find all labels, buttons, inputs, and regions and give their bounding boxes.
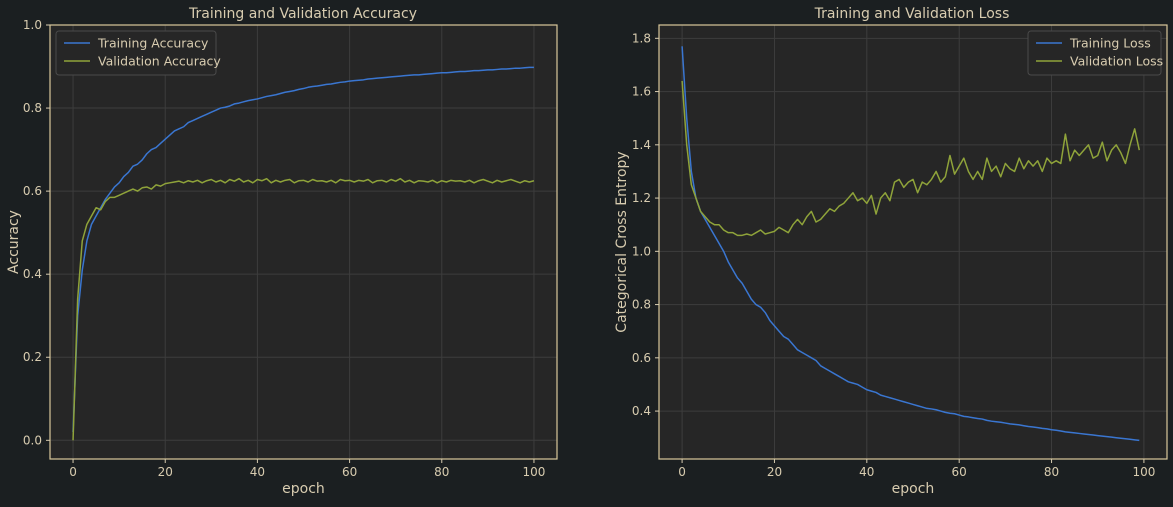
x-tick-label: 20 (767, 465, 782, 479)
series-line-validation-accuracy (72, 177, 535, 441)
x-tick-label: 60 (342, 465, 357, 479)
legend-box (55, 30, 217, 76)
x-axis-label: epoch (892, 481, 935, 497)
y-tick-label: 0.8 (632, 298, 651, 312)
legend-label: Validation Loss (1070, 54, 1163, 69)
plot-frame (658, 24, 1168, 460)
y-tick-label: 0.8 (23, 101, 42, 115)
x-tick-label: 100 (523, 465, 546, 479)
x-tick-label: 80 (1044, 465, 1059, 479)
y-tick-label: 1.0 (23, 18, 42, 32)
x-tick-label: 60 (952, 465, 967, 479)
legend-label: Training Loss (1069, 36, 1151, 51)
x-tick-label: 80 (434, 465, 449, 479)
legend-box (1027, 30, 1162, 76)
y-tick-label: 0.0 (23, 433, 42, 447)
chart-title: Training and Validation Accuracy (188, 6, 417, 22)
legend-label: Validation Accuracy (98, 54, 221, 69)
x-tick-label: 100 (1132, 465, 1155, 479)
plot-area (659, 25, 1167, 459)
y-tick-label: 1.6 (632, 85, 651, 99)
loss-chart: 0 20 40 60 80 100 0.4 0.6 0.8 1.0 1.2 1.4 1.6 1.8 Trai… (614, 6, 1168, 497)
series-line-validation-loss (681, 80, 1141, 237)
y-tick-label: 0.4 (632, 404, 651, 418)
x-tick-label: 40 (250, 465, 265, 479)
x-tick-label: 0 (678, 465, 686, 479)
y-tick-label: 1.2 (632, 191, 651, 205)
y-tick-label: 1.8 (632, 31, 651, 45)
plot-frame (49, 24, 558, 460)
y-tick-label: 1.0 (632, 244, 651, 258)
y-tick-label: 0.2 (23, 350, 42, 364)
x-axis-label: epoch (282, 481, 325, 497)
y-tick-label: 1.4 (632, 138, 651, 152)
legend: Training Accuracy Validation Accuracy (55, 30, 221, 76)
series-line-training-loss (681, 46, 1140, 442)
y-axis-label: Categorical Cross Entropy (614, 151, 630, 332)
legend: Training Loss Validation Loss (1027, 30, 1163, 76)
legend-label: Training Accuracy (97, 36, 209, 51)
y-axis-label: Accuracy (6, 210, 22, 274)
x-tick-label: 40 (859, 465, 874, 479)
series-line-training-accuracy (72, 66, 534, 433)
x-tick-label: 20 (158, 465, 173, 479)
y-tick-label: 0.6 (23, 184, 42, 198)
y-tick-label: 0.6 (632, 351, 651, 365)
accuracy-chart: 0 20 40 60 80 100 0.0 0.2 0.4 0.6 0.8 1.0 Training a… (6, 6, 558, 497)
y-tick-label: 0.4 (23, 267, 42, 281)
plot-area (50, 25, 557, 459)
chart-title: Training and Validation Loss (814, 6, 1010, 22)
x-tick-label: 0 (69, 465, 77, 479)
